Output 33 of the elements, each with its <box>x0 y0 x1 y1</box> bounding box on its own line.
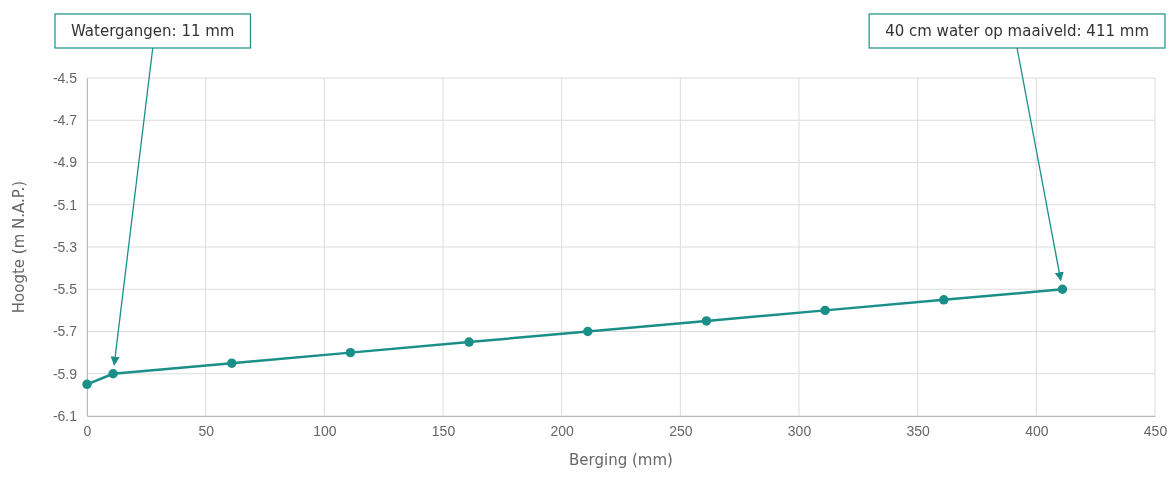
annotation: 40 cm water op maaiveld: 411 mm <box>885 22 1149 40</box>
x-tick-label: 200 <box>550 422 575 439</box>
y-tick-label: -4.9 <box>52 154 78 171</box>
x-tick-label: 50 <box>198 422 215 439</box>
x-tick-label: 450 <box>1143 422 1168 439</box>
point <box>1057 284 1068 294</box>
point <box>227 358 237 368</box>
y-tick-label: -5.9 <box>52 365 78 382</box>
y-tick-label: -6.1 <box>52 407 78 424</box>
x-tick-label: 350 <box>906 422 931 439</box>
y-tick-label: -4.5 <box>52 69 78 86</box>
point <box>939 295 949 305</box>
point <box>345 347 356 358</box>
x-tick-label: 400 <box>1025 422 1049 439</box>
x-tick-label: 250 <box>669 422 693 439</box>
y-tick-label: -5.5 <box>52 281 78 298</box>
x-axis-title: Berging (mm) <box>569 451 673 469</box>
y-axis-title: Hoogte (m N.A.P.) <box>10 180 28 314</box>
point <box>464 337 474 347</box>
y-tick-label: -5.1 <box>52 196 78 213</box>
point <box>701 316 712 326</box>
x-tick-label: 300 <box>787 422 812 439</box>
annotation: Watergangen: 11 mm <box>71 22 235 40</box>
point <box>108 369 118 379</box>
point <box>82 379 92 390</box>
x-tick-label: 0 <box>83 422 92 439</box>
point <box>820 305 830 316</box>
y-tick-label: -5.7 <box>52 323 78 340</box>
y-tick-label: -4.7 <box>52 112 78 129</box>
x-tick-label: 100 <box>313 422 337 439</box>
y-tick-label: -5.3 <box>52 238 78 255</box>
x-tick-label: 150 <box>431 422 456 439</box>
point <box>583 326 593 337</box>
